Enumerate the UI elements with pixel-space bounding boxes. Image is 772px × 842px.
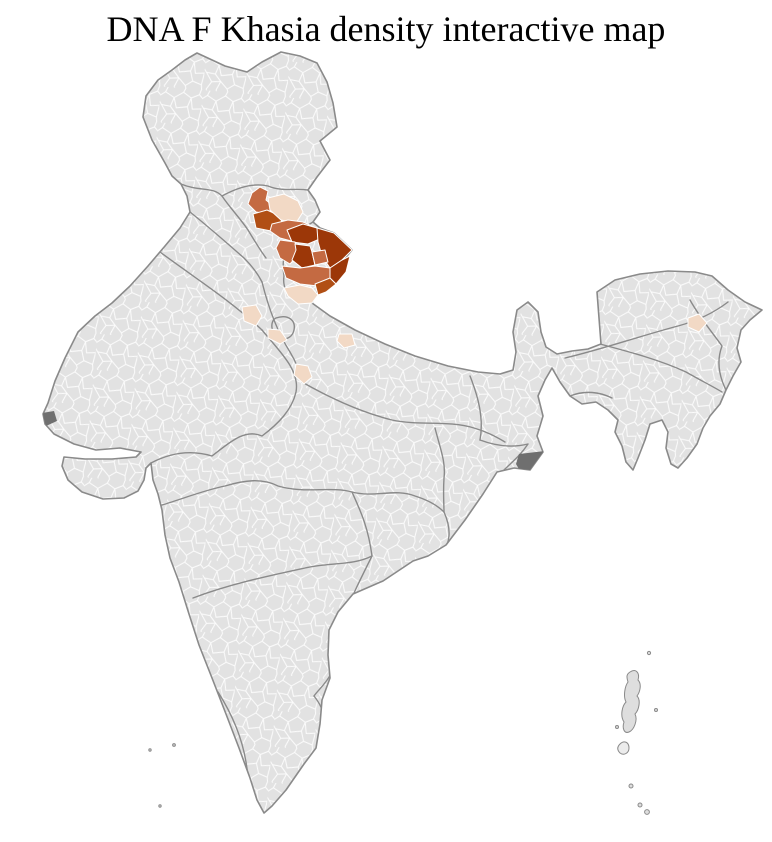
district-medium-uk-3[interactable] — [311, 249, 329, 266]
district-high-mid-uk-8[interactable] — [314, 277, 337, 296]
district-low-uk-9[interactable] — [283, 284, 319, 305]
india-mainland-shape[interactable] — [42, 51, 763, 814]
district-low-plains-3[interactable] — [336, 333, 356, 349]
map-title: DNA F Khasia density interactive map — [106, 9, 666, 49]
highlighted-districts — [241, 186, 708, 385]
andaman-nicobar-islands[interactable] — [615, 650, 658, 815]
district-low-plains-1[interactable] — [241, 304, 263, 327]
district-low-plains-4[interactable] — [293, 363, 313, 385]
state-borders — [150, 183, 729, 803]
lakshadweep-islands[interactable] — [148, 743, 176, 808]
district-low-hp-3[interactable] — [267, 193, 304, 224]
island-groups — [148, 650, 658, 815]
kutch-tip-patch — [43, 411, 57, 426]
district-low-northeast-1[interactable] — [687, 313, 708, 333]
district-low-plains-2[interactable] — [267, 328, 288, 345]
